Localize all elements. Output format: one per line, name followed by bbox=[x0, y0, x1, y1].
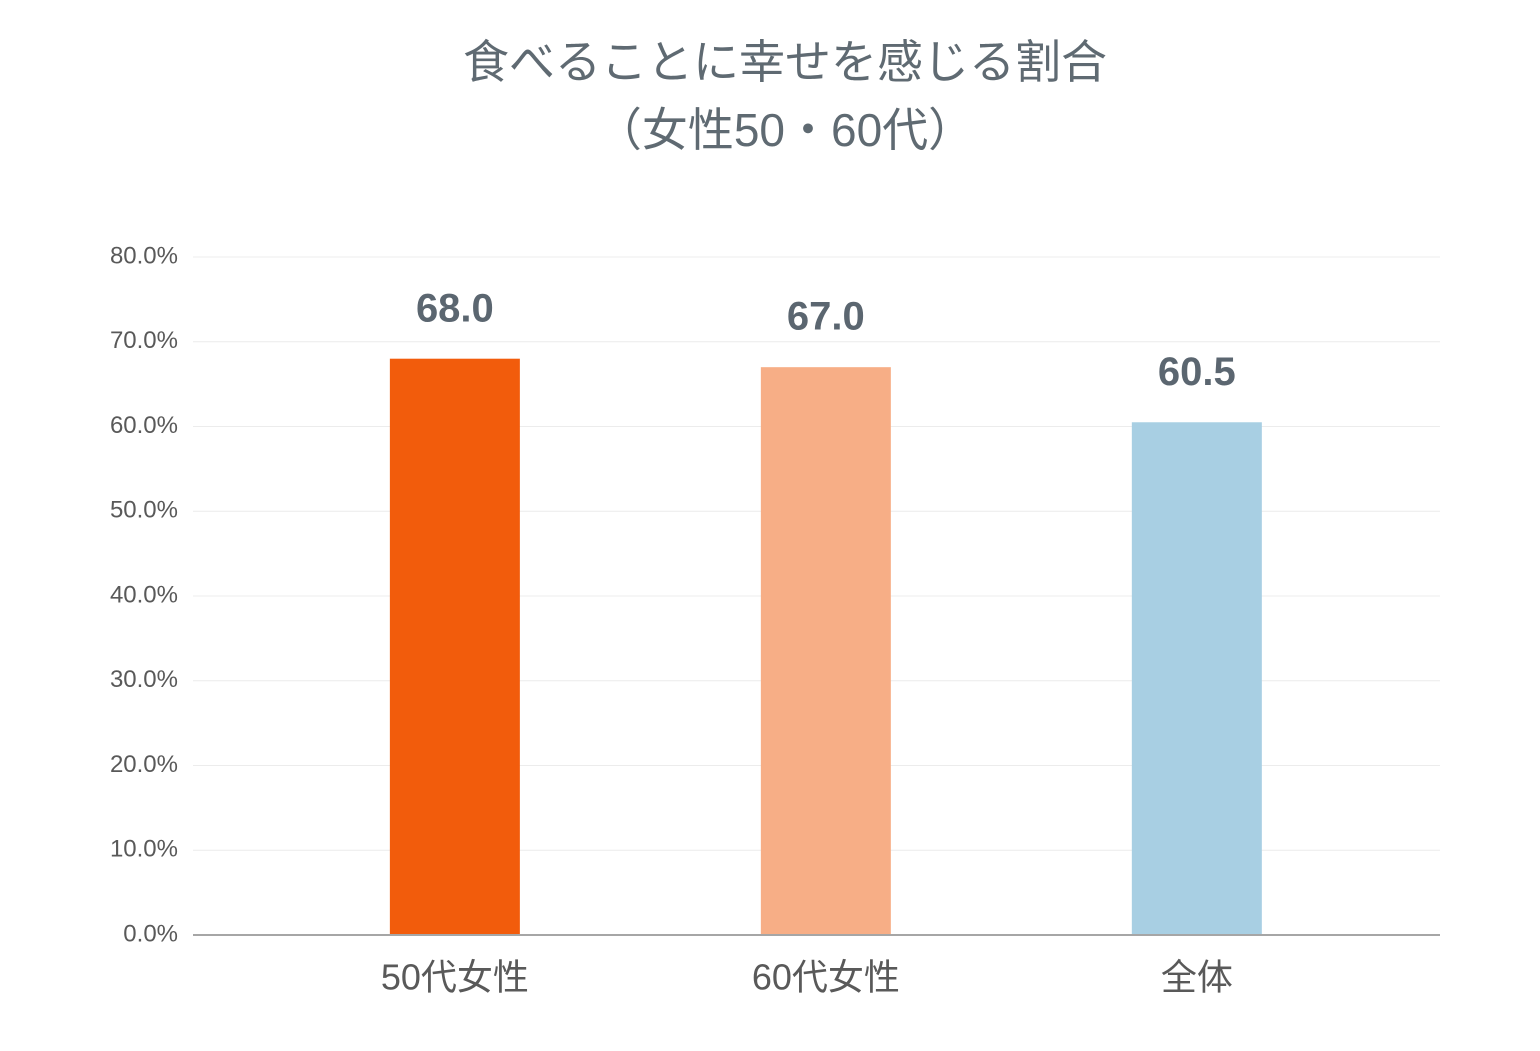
y-tick-label: 60.0% bbox=[110, 412, 178, 439]
value-label: 60.5 bbox=[1158, 350, 1236, 394]
y-tick-label: 30.0% bbox=[110, 666, 178, 693]
y-tick-label: 0.0% bbox=[123, 920, 178, 947]
y-tick-label: 70.0% bbox=[110, 327, 178, 354]
y-tick-label: 20.0% bbox=[110, 751, 178, 778]
value-label: 68.0 bbox=[416, 286, 494, 330]
chart-subtitle: （女性50・60代） bbox=[596, 104, 974, 156]
value-label: 67.0 bbox=[787, 295, 865, 339]
y-tick-label: 10.0% bbox=[110, 836, 178, 863]
bar bbox=[1131, 422, 1262, 935]
bar bbox=[389, 358, 520, 935]
y-tick-label: 50.0% bbox=[110, 497, 178, 524]
bar bbox=[760, 367, 891, 935]
x-tick-label: 全体 bbox=[1161, 957, 1233, 998]
y-tick-label: 80.0% bbox=[110, 242, 178, 269]
x-tick-label: 50代女性 bbox=[381, 957, 529, 998]
y-tick-label: 40.0% bbox=[110, 581, 178, 608]
x-tick-label: 60代女性 bbox=[752, 957, 900, 998]
chart-title: 食べることに幸せを感じる割合 bbox=[463, 36, 1107, 88]
